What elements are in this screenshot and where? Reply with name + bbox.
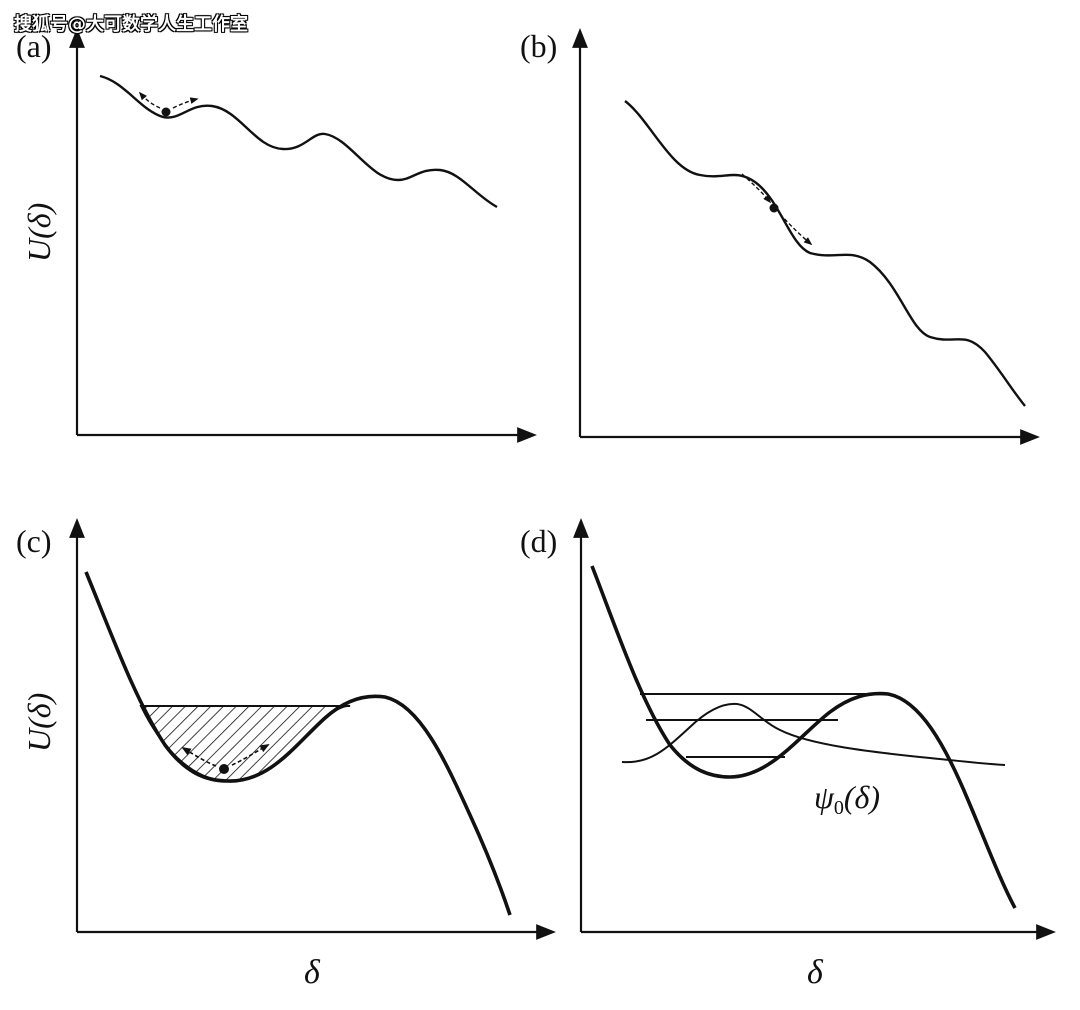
panel-d-wavefunction-label: ψ0(δ) [814, 779, 880, 819]
panel-b-label: (b) [520, 28, 557, 64]
panel-a-left-arrow [138, 91, 161, 109]
panel-d-wavefunction-argument: (δ) [844, 779, 880, 815]
panel-b-lower-arrow [779, 213, 813, 246]
panel-b-tilted-washboard-curve [624, 100, 1026, 407]
panel-d-wavefunction-curve [621, 702, 1006, 766]
panel-b-upper-arrow [741, 173, 772, 204]
panel-d-wavefunction-subscript: 0 [834, 797, 844, 819]
panel-d-wavefunction-symbol: ψ [814, 779, 835, 815]
panel-c-hatched-well [139, 704, 351, 783]
panel-c-left-arrow [181, 746, 217, 767]
panel-b-particle [769, 203, 779, 213]
panel-d-x-label: δ [807, 954, 824, 991]
panel-c-cubic-potential-curve [84, 571, 512, 916]
panel-b: (b) [520, 28, 1040, 445]
panel-d-cubic-potential-curve [590, 565, 1017, 909]
panel-a-right-arrow [172, 97, 199, 109]
watermark: 搜狐号@大可数学人生工作室 [14, 14, 248, 35]
panel-c-y-label: U(δ) [21, 693, 57, 752]
panel-d: (d) ψ0(δ) δ [520, 518, 1056, 991]
panel-c-label: (c) [16, 523, 52, 559]
panel-a-y-label: U(δ) [21, 203, 57, 262]
panel-a-tilted-washboard-curve [99, 74, 498, 209]
panel-c: (c) δ [16, 518, 556, 991]
panel-c-particle [219, 764, 229, 774]
panel-a-label: (a) [16, 28, 52, 64]
panel-c-x-label: δ [304, 954, 321, 991]
panel-c-right-arrow [231, 744, 270, 766]
panel-d-label: (d) [520, 523, 557, 559]
panel-a-particle [161, 107, 171, 117]
panel-a: (a) [16, 28, 537, 443]
